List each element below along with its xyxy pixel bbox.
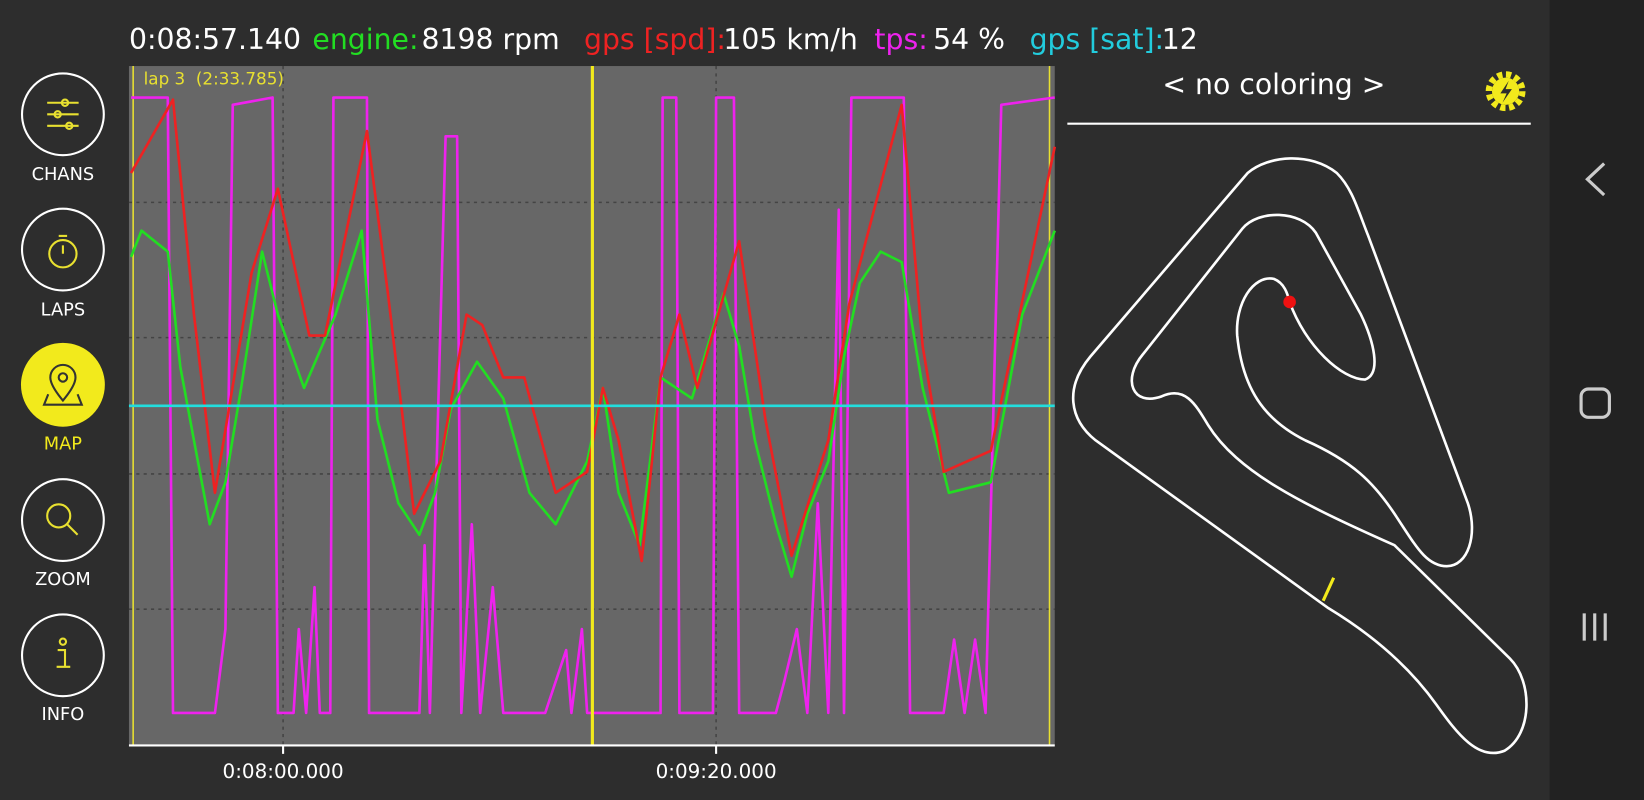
- laps-button[interactable]: LAPS: [20, 207, 105, 321]
- readout-label: tps:: [874, 23, 927, 56]
- position-dot: [1283, 295, 1296, 309]
- bolt: [1500, 80, 1512, 103]
- zoom-button[interactable]: ZOOM: [20, 478, 105, 590]
- info-button[interactable]: INFO: [20, 613, 105, 725]
- readout-label: gps [spd]:: [584, 23, 726, 56]
- home-button[interactable]: [1579, 387, 1611, 419]
- x-tick-label: 0:09:20.000: [656, 760, 777, 783]
- lap-label: lap 3 (2:33.785): [144, 69, 284, 89]
- readout-value: 8198 rpm: [421, 23, 559, 56]
- time-readout: 0:08:57.140: [129, 23, 301, 56]
- button-label: LAPS: [41, 299, 86, 320]
- button-label: ZOOM: [35, 569, 91, 590]
- stopwatch-icon: [48, 234, 78, 269]
- recents-button[interactable]: [1582, 613, 1607, 641]
- button-circle: [20, 478, 105, 562]
- info-icon: [56, 637, 71, 668]
- readout-value: 12: [1162, 23, 1198, 56]
- readout-label: engine:: [312, 23, 418, 56]
- button-label: INFO: [41, 704, 84, 725]
- chart[interactable]: lap 3 (2:33.785) 0:08:00.000 0:09:20.000: [128, 66, 1057, 783]
- settings-icon[interactable]: [1485, 71, 1526, 112]
- nav-bar: [1549, 0, 1644, 800]
- button-circle: [20, 72, 105, 157]
- button-circle: [20, 207, 105, 292]
- sliders-icon: [47, 98, 79, 131]
- readout-value: 54 %: [933, 23, 1005, 56]
- button-circle: [20, 613, 105, 698]
- x-tick-label: 0:08:00.000: [223, 760, 344, 783]
- track: [1071, 157, 1528, 755]
- readout-label: gps [sat]:: [1030, 23, 1164, 56]
- start-line: [1321, 577, 1336, 602]
- readout-value: 105 km/h: [723, 23, 857, 56]
- speed-trace: [129, 98, 1057, 563]
- map-title[interactable]: < no coloring >: [1162, 68, 1385, 101]
- button-label: CHANS: [32, 164, 95, 185]
- chans-button[interactable]: CHANS: [20, 72, 105, 185]
- button-circle: [20, 342, 105, 427]
- engine-trace: [129, 229, 1056, 578]
- magnifier-icon: [46, 503, 79, 536]
- map-icon: [42, 363, 84, 406]
- back-button[interactable]: [1585, 162, 1606, 197]
- map-button[interactable]: MAP: [20, 342, 105, 455]
- button-label: MAP: [44, 434, 83, 455]
- gear-teeth: [1485, 71, 1526, 112]
